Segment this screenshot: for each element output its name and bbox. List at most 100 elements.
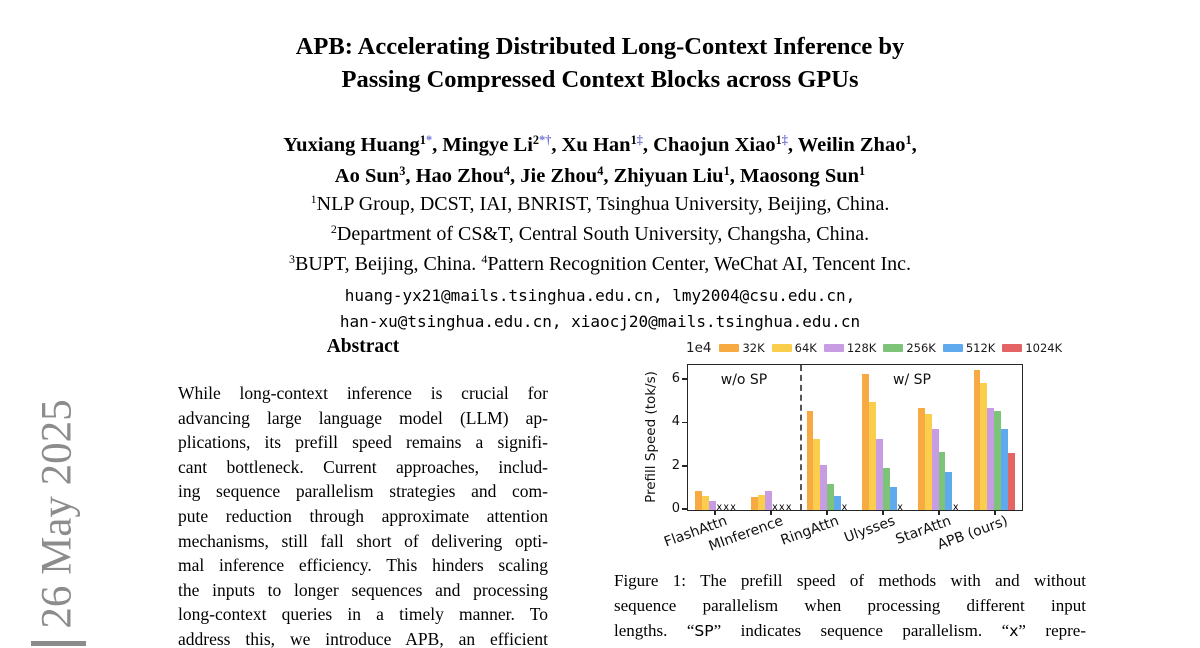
region-label-wo-sp: w/o SP [720,372,768,388]
arxiv-watermark-bracket [31,641,86,646]
oom-marker: x [779,502,785,513]
x-tick-mark [882,510,884,515]
author-sup: ‡ [636,133,643,148]
caption-text: SP [694,622,714,641]
author-sup: 1 [630,133,637,148]
bar-group-ringattn: x [799,365,855,513]
bar-slot [702,365,709,510]
bar-32K [695,490,703,510]
bar-256K [882,467,890,510]
legend-item-256K: 256K [883,341,936,355]
bar-32K [806,411,814,510]
author-text: , Mingye Li [432,134,533,156]
bar-slot [917,365,925,510]
y-axis-label: Prefill Speed (tok/s) [643,371,659,503]
author-text: , Hao Zhou [405,165,504,187]
abstract-line-6: pute reduction through approximate atten… [178,505,548,526]
author-text: , Zhiyuan Liu [603,165,724,187]
oom-marker: x [716,502,723,513]
bar-32K [750,497,758,510]
author-emails: huang-yx21@mails.tsinghua.edu.cn, lmy200… [0,283,1200,335]
author-text: , Xu Han [551,134,631,156]
oom-marker: x [723,502,729,513]
legend-label: 128K [846,341,877,355]
author-sup: 1 [723,164,730,179]
author-sup: 4 [597,164,604,179]
caption-line-2: sequence parallelism when processing dif… [614,593,1086,618]
sp-separator-line [800,365,802,510]
author-sup: 4 [503,164,511,179]
oom-marker: x [785,502,792,513]
affiliations: 1NLP Group, DCST, IAI, BNRIST, Tsinghua … [0,190,1200,280]
legend-label: 32K [742,341,765,355]
oom-marker: x [952,502,959,513]
author-line-1: Yuxiang Huang1*, Mingye Li2*†, Xu Han1‡,… [0,131,1200,162]
caption-line-3: lengths. “SP” indicates sequence paralle… [614,618,1086,644]
affiliation-line-3: 3BUPT, Beijing, China. 4Pattern Recognit… [0,250,1200,280]
legend-item-64K: 64K [771,341,817,355]
author-sup: ‡ [781,133,788,148]
bar-slot [924,365,932,510]
bar-128K [987,408,995,510]
oom-marker: x [730,502,736,513]
x-tick-mark [826,510,828,515]
caption-text: lengths. “ [614,621,695,641]
oom-marker: x [772,502,778,513]
y-tick-label-0: 0 [671,501,680,516]
bar-32K [862,373,870,510]
abstract-heading: Abstract [326,336,400,357]
chart-plot-area: x x x x x x x x x w/o SP w/ SP [687,364,1023,513]
affiliation-sup: 2 [330,222,337,237]
bar-slot [708,365,716,510]
bar-128K [931,429,939,510]
affiliation-sup: 4 [481,252,488,267]
abstract-line-4: cant bottleneck. Current approaches, inc… [178,456,548,477]
bar-slot: x [785,365,792,513]
bar-512K [889,487,897,510]
bar-1024K [1007,453,1015,510]
bar-256K [827,484,835,510]
bar-slot [862,365,870,510]
legend-swatch-256K [883,344,904,352]
abstract-line-7: mechanisms, still fall short of deliveri… [178,530,548,551]
x-tick-mark [938,510,940,515]
author-sup: 1 [419,133,426,148]
bar-512K [834,496,841,510]
bar-slot [813,365,821,510]
y-tick-mark [682,464,687,467]
bar-512K [1001,429,1008,510]
bar-slot [1001,365,1008,510]
bar-slot: x [716,365,723,513]
caption-line-1: Figure 1: The prefill speed of methods w… [614,568,1086,593]
author-text: , Chaojun Xiao [642,134,776,156]
author-text: , Maosong Sun [729,165,860,187]
bar-slot: x [723,365,730,513]
bar-group-ulysses: x [855,365,911,513]
author-sup: * [539,133,546,148]
legend-swatch-128K [823,344,844,352]
affiliation-text: BUPT, Beijing, China. [295,253,482,275]
bar-group-starattn: x [911,365,967,513]
author-sup: 1 [859,164,866,179]
oom-marker: x [897,502,903,513]
bar-64K [757,494,765,510]
bar-slot: x [841,365,848,513]
author-sup: 1 [905,133,912,148]
bar-slot [889,365,897,510]
affiliation-sup: 1 [310,192,317,207]
bar-slot [875,365,883,510]
bar-slot [806,365,814,510]
bar-slot [750,365,758,510]
legend-swatch-512K [942,344,963,352]
bar-slot [834,365,841,510]
y-tick-label-6: 6 [671,371,680,386]
bar-256K [938,451,946,510]
bar-64K [813,438,821,510]
author-sup: 3 [399,164,406,179]
x-tick-label-ulysses: Ulysses [842,513,898,547]
oom-marker: x [841,502,848,513]
arxiv-watermark: 26 May 2025 [33,399,81,629]
legend-label: 256K [906,341,936,355]
bar-slot: x [897,365,904,513]
